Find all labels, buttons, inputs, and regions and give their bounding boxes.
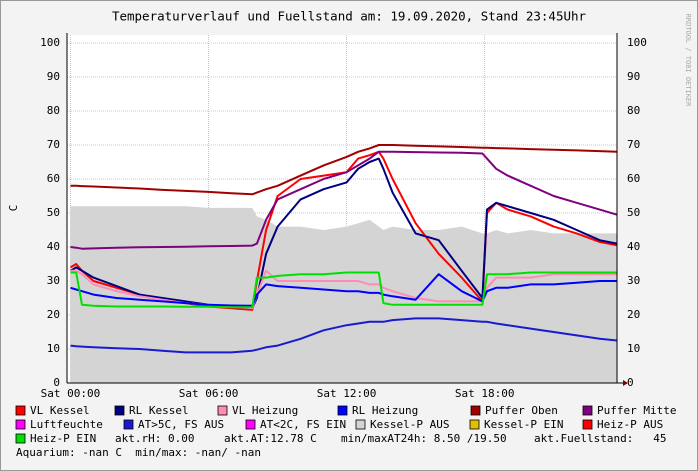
- legend-swatch: [355, 419, 366, 430]
- legend-label: VL Kessel: [30, 404, 90, 417]
- x-tick-label: Sat 12:00: [317, 387, 377, 400]
- y-tick-label: 30: [47, 274, 60, 287]
- legend-swatch: [245, 419, 256, 430]
- legend-swatch: [582, 419, 593, 430]
- legend-label: Kessel-P EIN: [484, 418, 563, 431]
- info-text: min/maxAT24h: 8.50 /19.50: [341, 432, 507, 445]
- line: [70, 273, 617, 307]
- y-tick-label: 0: [627, 376, 634, 389]
- x-tick-label: Sat 06:00: [179, 387, 239, 400]
- line: [70, 269, 617, 310]
- legend-label: RL Kessel: [129, 404, 189, 417]
- legend-swatch: [15, 419, 26, 430]
- legend-label: RL Heizung: [352, 404, 418, 417]
- legend-swatch: [123, 419, 134, 430]
- legend-label: Puffer Oben: [485, 404, 558, 417]
- y-tick-label: 10: [47, 342, 60, 355]
- y-tick-label: 90: [627, 70, 640, 83]
- y-axis-label: C: [7, 205, 20, 212]
- info-text: akt.Fuellstand: 45: [534, 432, 666, 445]
- legend-label: Heiz-P EIN: [30, 432, 96, 445]
- y-tick-label: 100: [40, 36, 60, 49]
- y-tick-label: 30: [627, 274, 640, 287]
- y-tick-label: 100: [627, 36, 647, 49]
- y-tick-label: 80: [47, 104, 60, 117]
- legend-swatch: [337, 405, 348, 416]
- y-tick-label: 60: [47, 172, 60, 185]
- axis-arrow: [623, 380, 628, 386]
- legend-label: Kessel-P AUS: [370, 418, 449, 431]
- y-tick-label: 40: [47, 240, 60, 253]
- line: [70, 271, 617, 309]
- x-tick-label: Sat 00:00: [41, 387, 101, 400]
- legend-label: AT>5C, FS AUS: [138, 418, 224, 431]
- area: [70, 206, 617, 383]
- line: [70, 317, 618, 354]
- info-text: Aquarium: -nan C min/max: -nan/ -nan: [16, 446, 261, 459]
- info-text: akt.AT:12.78 C: [224, 432, 317, 445]
- legend-label: VL Heizung: [232, 404, 298, 417]
- legend-label: Luftfeuchte: [30, 418, 103, 431]
- y-tick-label: 0: [53, 376, 60, 389]
- y-tick-label: 20: [627, 308, 640, 321]
- legend-label: Heiz-P AUS: [597, 418, 663, 431]
- legend-swatch: [217, 405, 228, 416]
- y-tick-label: 10: [627, 342, 640, 355]
- y-tick-label: 70: [627, 138, 640, 151]
- legend-swatch: [470, 405, 481, 416]
- y-tick-label: 40: [627, 240, 640, 253]
- legend-swatch: [15, 405, 26, 416]
- legend-swatch: [582, 405, 593, 416]
- legend-swatch: [15, 433, 26, 444]
- chart-title: Temperaturverlauf und Fuellstand am: 19.…: [112, 9, 587, 24]
- legend-swatch: [469, 419, 480, 430]
- line: [70, 150, 618, 250]
- info-text: akt.rH: 0.00: [115, 432, 194, 445]
- y-tick-label: 80: [627, 104, 640, 117]
- watermark: RRDTOOL / TOBI OETIKER: [684, 14, 692, 108]
- legend-swatch: [114, 405, 125, 416]
- legend-label: AT<2C, FS EIN: [260, 418, 346, 431]
- y-tick-label: 50: [47, 206, 60, 219]
- line: [69, 157, 618, 310]
- y-tick-label: 50: [627, 206, 640, 219]
- y-tick-label: 70: [47, 138, 60, 151]
- y-tick-label: 20: [47, 308, 60, 321]
- x-tick-label: Sat 18:00: [455, 387, 515, 400]
- legend-label: Puffer Mitte: [597, 404, 676, 417]
- y-tick-label: 60: [627, 172, 640, 185]
- line: [70, 144, 618, 196]
- y-tick-label: 90: [47, 70, 60, 83]
